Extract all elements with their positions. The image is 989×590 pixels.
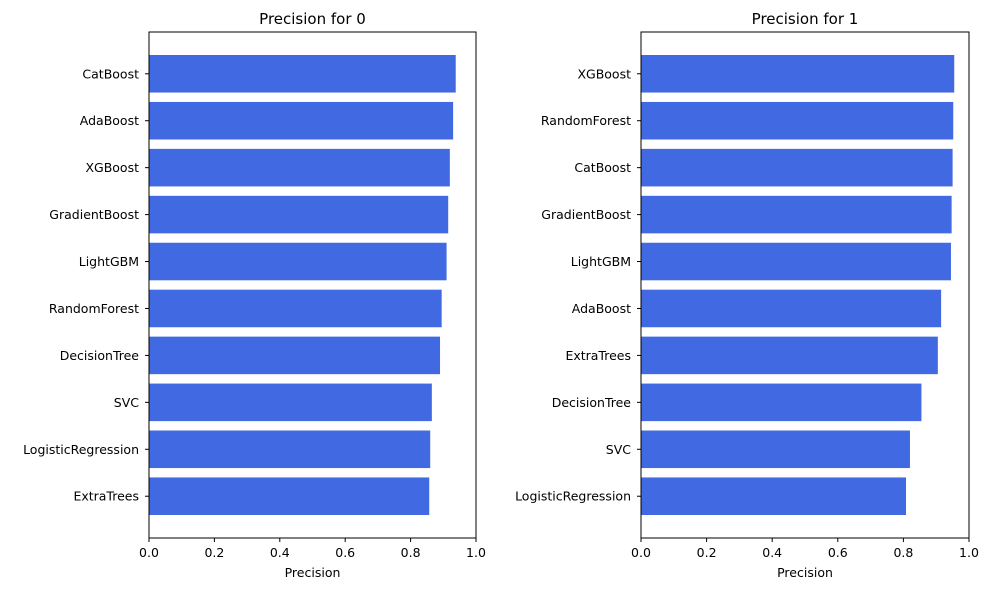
bar-randomforest — [641, 101, 954, 140]
y-tick-label: CatBoost — [574, 160, 631, 175]
bar-lightgbm — [149, 242, 447, 281]
x-axis-label: Precision — [777, 565, 833, 580]
bar-catboost — [641, 148, 953, 187]
y-tick-label: GradientBoost — [49, 207, 139, 222]
chart-precision-0: Precision for 0 CatBoost AdaBoost XGBoost Gr… — [23, 10, 486, 580]
y-tick-label: LogisticRegression — [23, 442, 139, 457]
bar-decisiontree — [641, 383, 922, 422]
x-axis-label: Precision — [285, 565, 341, 580]
x-tick-label: 0.2 — [697, 545, 717, 560]
y-tick-label: LogisticRegression — [515, 489, 631, 504]
y-tick-label: AdaBoost — [572, 301, 631, 316]
bar-gradientboost — [149, 195, 449, 234]
y-tick-label: DecisionTree — [552, 395, 632, 410]
bar-xgboost — [641, 55, 955, 93]
x-tick-label: 0.4 — [762, 545, 782, 560]
chart-title: Precision for 1 — [752, 10, 859, 28]
y-tick-label: DecisionTree — [60, 348, 140, 363]
y-tick-label: GradientBoost — [541, 207, 631, 222]
x-tick-label: 0.8 — [401, 545, 421, 560]
y-tick-label: XGBoost — [85, 160, 139, 175]
x-tick-label: 0.6 — [828, 545, 848, 560]
plot-frame — [148, 31, 477, 539]
chart-precision-1: Precision for 1 XGBoost RandomForest CatBoo… — [515, 10, 979, 580]
bar-catboost — [149, 55, 456, 93]
x-tick-label: 0.2 — [204, 545, 224, 560]
y-tick-label: ExtraTrees — [565, 348, 631, 363]
y-tick-label: LightGBM — [79, 254, 139, 269]
x-tick-label: 0.4 — [270, 545, 290, 560]
bar-gradientboost — [641, 195, 952, 234]
y-tick-label: SVC — [114, 395, 139, 410]
bar-randomforest — [149, 289, 442, 328]
y-tick-label: RandomForest — [541, 113, 631, 128]
bar-logisticregression — [149, 430, 431, 469]
y-tick-label: SVC — [606, 442, 631, 457]
bar-xgboost — [149, 148, 450, 187]
y-tick-label: AdaBoost — [80, 113, 139, 128]
x-tick-label: 0.6 — [335, 545, 355, 560]
bar-adaboost — [641, 289, 942, 328]
x-tick-label: 0.0 — [139, 545, 159, 560]
y-tick-label: ExtraTrees — [73, 489, 139, 504]
bar-adaboost — [149, 101, 454, 140]
x-tick-label: 1.0 — [959, 545, 979, 560]
bar-svc — [641, 430, 910, 469]
x-tick-label: 0.8 — [893, 545, 913, 560]
y-tick-label: LightGBM — [571, 254, 631, 269]
plot-frame — [640, 31, 970, 539]
bar-extratrees — [149, 477, 430, 515]
bar-svc — [149, 383, 432, 422]
x-tick-label: 0.0 — [631, 545, 651, 560]
y-tick-label: RandomForest — [49, 301, 139, 316]
bar-lightgbm — [641, 242, 951, 281]
y-tick-label: CatBoost — [82, 66, 139, 81]
bar-decisiontree — [149, 336, 441, 375]
chart-title: Precision for 0 — [259, 10, 366, 28]
bar-logisticregression — [641, 477, 907, 515]
x-tick-label: 1.0 — [466, 545, 486, 560]
bar-extratrees — [641, 336, 938, 375]
y-tick-label: XGBoost — [577, 66, 631, 81]
